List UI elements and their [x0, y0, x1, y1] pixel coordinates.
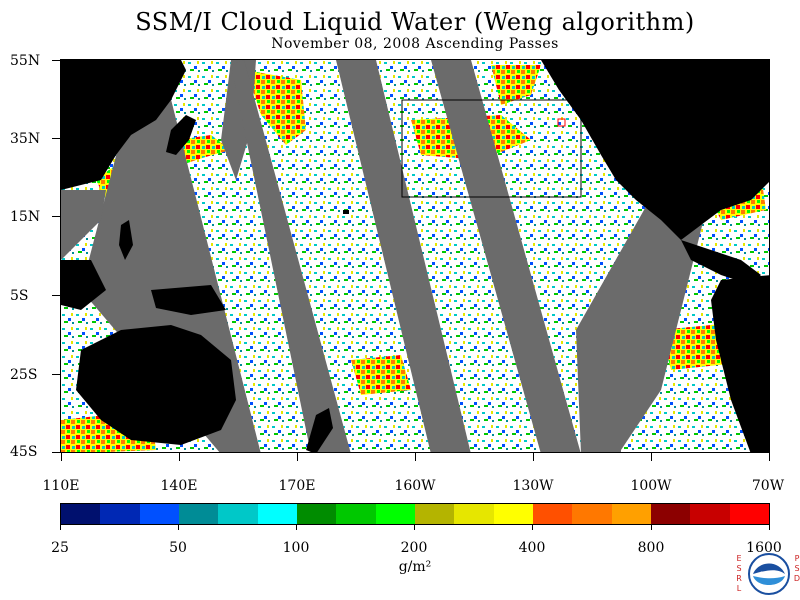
colorbar-label-200: 200 — [400, 540, 428, 556]
lat-label-25s: 25S — [10, 367, 38, 383]
lat-tick — [52, 295, 60, 296]
land-central-america — [681, 240, 761, 285]
colorbar-swatch — [611, 504, 651, 524]
lon-tick — [533, 453, 534, 461]
lat-tick — [52, 216, 60, 217]
colorbar-swatch — [414, 504, 455, 524]
map-panel — [60, 59, 770, 453]
colorbar-tick — [296, 524, 297, 530]
lon-label-70w: 70W — [751, 478, 785, 494]
colorbar-swatch — [218, 504, 258, 524]
lon-label-110e: 110E — [42, 478, 80, 494]
colorbar-label-800: 800 — [637, 540, 665, 556]
colorbar-label-50: 50 — [169, 540, 187, 556]
lat-tick — [52, 374, 60, 375]
lon-tick — [769, 453, 770, 461]
land-philippines — [119, 220, 133, 260]
colorbar-tick — [769, 524, 770, 530]
colorbar-swatch — [61, 504, 101, 524]
colorbar-swatch — [454, 504, 494, 524]
colorbar-tick — [178, 524, 179, 530]
lat-tick — [52, 138, 60, 139]
lon-tick — [297, 453, 298, 461]
colorbar-swatch — [572, 504, 612, 524]
colorbar-swatch — [100, 504, 140, 524]
land-south-america — [711, 275, 769, 452]
lon-label-140e: 140E — [160, 478, 198, 494]
land-japan — [166, 115, 196, 155]
svg-text:NOAA: NOAA — [760, 571, 778, 578]
colorbar-label-1600: 1600 — [746, 540, 782, 556]
land-australia — [76, 325, 236, 445]
colorbar-swatch — [178, 504, 219, 524]
lon-label-100w: 100W — [630, 478, 672, 494]
land-new-guinea — [151, 285, 226, 315]
lon-tick — [61, 453, 62, 461]
land-borneo — [61, 260, 106, 310]
colorbar-tick — [414, 524, 415, 530]
lat-label-5s: 5S — [10, 288, 29, 304]
region-box — [401, 99, 582, 198]
land-hawaii — [343, 210, 349, 214]
colorbar-swatch — [493, 504, 533, 524]
logo-letters-right: P S D — [793, 554, 800, 583]
map-subtitle: November 08, 2008 Ascending Passes — [271, 36, 559, 52]
colorbar-swatch — [532, 504, 573, 524]
land-north-america — [541, 60, 769, 240]
lon-label-170e: 170E — [278, 478, 316, 494]
lat-label-45s: 45S — [10, 444, 38, 460]
station-marker — [557, 118, 566, 127]
logo-letters-left: E S R L — [736, 554, 742, 593]
lat-label-35n: 35N — [10, 131, 41, 147]
lon-label-160w: 160W — [394, 478, 436, 494]
noaa-seal-icon: NOAA — [748, 553, 790, 595]
lon-label-130w: 130W — [512, 478, 554, 494]
land-caribbean — [721, 188, 751, 198]
lat-label-55n: 55N — [10, 53, 41, 69]
colorbar-swatch — [336, 504, 376, 524]
lat-label-15n: 15N — [10, 209, 41, 225]
colorbar-swatch — [139, 504, 179, 524]
colorbar-tick — [60, 524, 61, 530]
colorbar-swatch — [650, 504, 691, 524]
lon-tick — [651, 453, 652, 461]
colorbar-swatch — [296, 504, 337, 524]
map-title: SSM/I Cloud Liquid Water (Weng algorithm… — [135, 8, 695, 36]
lat-tick — [52, 60, 60, 61]
lat-tick — [52, 452, 60, 453]
lon-tick — [415, 453, 416, 461]
land — [61, 60, 769, 452]
colorbar-label-25: 25 — [51, 540, 69, 556]
colorbar-label-400: 400 — [518, 540, 546, 556]
land-asia — [61, 60, 186, 190]
land-new-zealand — [306, 408, 333, 452]
colorbar-units: g/m² — [398, 559, 432, 575]
map-canvas — [61, 60, 769, 452]
colorbar-swatch — [375, 504, 415, 524]
colorbar-label-100: 100 — [282, 540, 310, 556]
colorbar — [60, 503, 770, 525]
colorbar-tick — [532, 524, 533, 530]
lon-tick — [179, 453, 180, 461]
colorbar-swatch — [690, 504, 730, 524]
colorbar-swatch — [257, 504, 297, 524]
colorbar-swatch — [729, 504, 769, 524]
esrl-psd-noaa-logo: E S R L NOAA P S D — [733, 552, 800, 598]
colorbar-tick — [651, 524, 652, 530]
